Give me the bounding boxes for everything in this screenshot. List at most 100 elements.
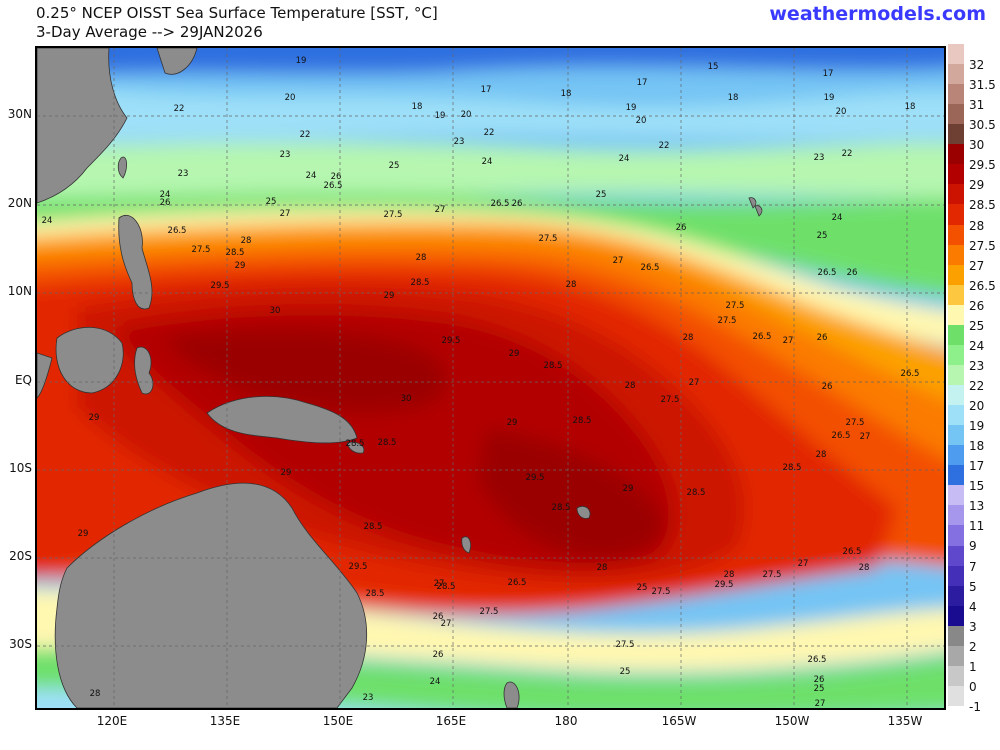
contour-label: 27.5 [616,640,635,650]
colorbar-label: 3 [969,619,977,634]
colorbar-swatch [948,284,964,306]
colorbar-label: 2 [969,639,977,654]
contour-label: 26.5 [818,268,837,278]
contour-label: 19 [824,93,835,103]
contour-label: 26.5 [168,226,187,236]
contour-label: 18 [561,89,572,99]
contour-label: 18 [412,102,423,112]
contour-label: 24 [832,213,843,223]
contour-label: 27.5 [661,395,680,405]
contour-label: 26 [433,650,444,660]
contour-label: 28.5 [346,439,365,449]
colorbar-label: 4 [969,599,977,614]
contour-label: 26 [817,333,828,343]
colorbar-label: 28 [969,218,985,233]
contour-label: 22 [842,149,853,159]
contour-label: 18 [905,102,916,112]
lat-label-10s: 10S [9,461,32,475]
lat-label-20s: 20S [9,549,32,563]
colorbar-label: 24 [969,338,985,353]
contour-label: 20 [461,110,472,120]
contour-label: 26 [847,268,858,278]
colorbar-label: 29.5 [969,158,996,173]
contour-label: 29.5 [442,336,461,346]
contour-label: 24 [619,154,630,164]
sst-map: 19 20 22 18 19 20 17 18 17 19 20 15 18 17 19 20 18 22 23 22… [35,46,946,710]
lat-label-10n: 10N [7,284,32,298]
contour-label: 28 [416,253,427,263]
contour-label: 27 [798,559,809,569]
lon-label-165w: 165W [661,714,697,728]
contour-label: 29 [235,261,246,271]
contour-label: 24 [160,190,171,200]
colorbar-label: 30.5 [969,118,996,133]
title-line-1: 0.25° NCEP OISST Sea Surface Temperature… [36,4,438,22]
contour-label: 28 [566,280,577,290]
contour-label: 28.5 [573,416,592,426]
lon-label-135w: 135W [887,714,923,728]
contour-label: 26.5 [753,332,772,342]
contour-label: 28.5 [366,589,385,599]
colorbar-swatch [948,164,964,185]
contour-label: 28.5 [411,278,430,288]
contour-label: 26 [433,612,444,622]
colorbar-label: 19 [969,419,985,434]
contour-label: 23 [178,169,189,179]
contour-label: 28.5 [687,488,706,498]
colorbar-swatch [948,685,964,707]
contour-label: 28 [597,563,608,573]
brand-logo-text[interactable]: weathermodels.com [769,3,986,25]
colorbar-swatch [948,645,964,667]
contour-label: 30 [270,306,281,316]
colorbar-swatch [948,625,964,647]
contour-label: 24 [482,157,493,167]
contour-label: 28.5 [552,503,571,513]
contour-label: 28.5 [544,361,563,371]
contour-label: 29 [623,484,634,494]
contour-label: 18 [728,93,739,103]
contour-label: 27.5 [384,210,403,220]
contour-label: 25 [817,231,828,241]
contour-label: 24 [306,171,317,181]
colorbar-swatch [948,605,964,627]
lon-label-165e: 165E [435,714,467,728]
contour-label: 26 [512,199,523,209]
colorbar [948,44,964,707]
contour-label: 29.5 [715,580,734,590]
contour-label: 26.5 [808,655,827,665]
contour-label: 25 [389,161,400,171]
colorbar-label: 29 [969,178,985,193]
contour-label: 27 [435,205,446,215]
contour-label: 20 [636,116,647,126]
contour-label: 27.5 [718,316,737,326]
lat-label-20n: 20N [7,196,32,210]
title-line-2: 3-Day Average --> 29JAN2026 [36,23,263,41]
colorbar-label: 32 [969,58,985,73]
contour-label: 25 [620,667,631,677]
lon-label-150e: 150E [322,714,354,728]
colorbar-label: 31.5 [969,78,996,93]
colorbar-label: 28.5 [969,198,996,213]
contour-label: 26 [814,675,825,685]
colorbar-label: 25 [969,318,985,333]
colorbar-swatch [948,485,964,506]
contour-label: 28 [724,570,735,580]
contour-label: 17 [481,85,492,95]
contour-label: 27.5 [763,570,782,580]
contour-label: 29.5 [349,562,368,572]
land-masses [37,48,763,708]
colorbar-swatch [948,124,964,145]
contour-label: 28 [683,333,694,343]
contour-label: 25 [266,197,277,207]
contour-label: 27 [613,256,624,266]
contour-label: 26 [331,172,342,182]
contour-label: 19 [626,103,637,113]
colorbar-swatch [948,445,964,466]
contour-label: 17 [823,69,834,79]
contour-label: 17 [637,78,648,88]
contour-label: 22 [300,130,311,140]
contour-label: 26.5 [832,431,851,441]
contour-label: 26 [160,198,171,208]
colorbar-label: 18 [969,439,985,454]
